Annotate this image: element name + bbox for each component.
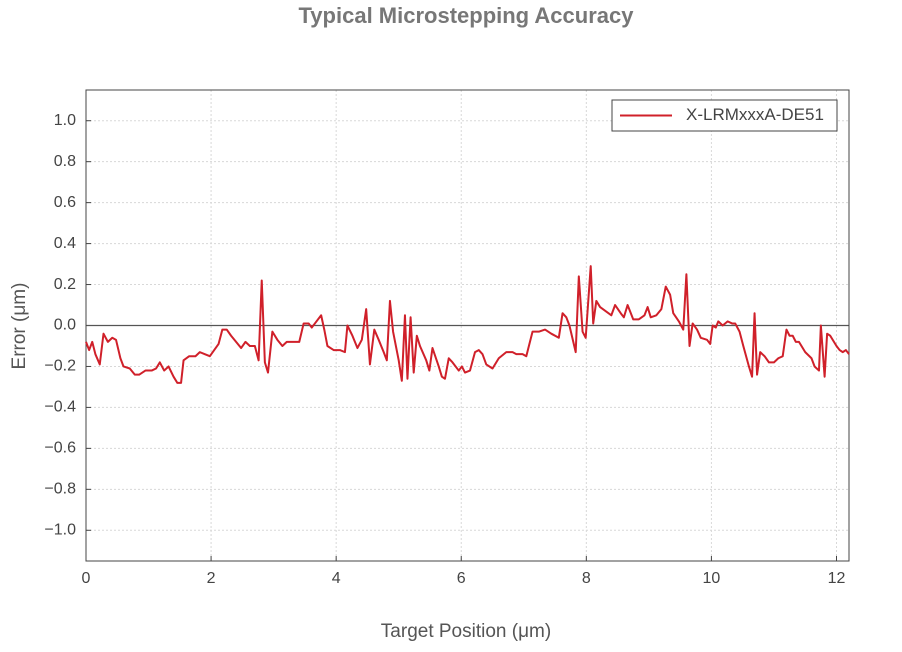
y-tick-label: −0.2 xyxy=(44,358,76,375)
plot-frame xyxy=(85,89,850,562)
y-tick-label: 0.0 xyxy=(54,317,76,334)
y-tick-label: −0.4 xyxy=(44,399,76,416)
x-tick-label: 10 xyxy=(703,570,721,587)
x-tick-label: 0 xyxy=(82,570,91,587)
x-tick-label: 6 xyxy=(457,570,466,587)
x-tick-label: 12 xyxy=(828,570,846,587)
y-tick-label: 0.2 xyxy=(54,276,76,293)
y-tick-label: 0.8 xyxy=(54,153,76,170)
y-tick-label: −0.8 xyxy=(44,481,76,498)
y-tick-label: 0.4 xyxy=(54,235,76,252)
y-tick-label: 1.0 xyxy=(54,112,76,129)
x-axis-label: Target Position (μm) xyxy=(381,621,551,642)
y-tick-label: 0.6 xyxy=(54,194,76,211)
x-tick-label: 8 xyxy=(582,570,591,587)
x-tick-label: 4 xyxy=(332,570,341,587)
x-tick-label: 2 xyxy=(207,570,216,587)
legend-label: X-LRMxxxA-DE51 xyxy=(686,105,824,124)
data-line xyxy=(85,265,850,384)
y-tick-label: −0.6 xyxy=(44,440,76,457)
y-tick-label: −1.0 xyxy=(44,522,76,539)
chart-title: Typical Microstepping Accuracy xyxy=(299,3,635,28)
y-axis-label: Error (μm) xyxy=(9,283,30,370)
